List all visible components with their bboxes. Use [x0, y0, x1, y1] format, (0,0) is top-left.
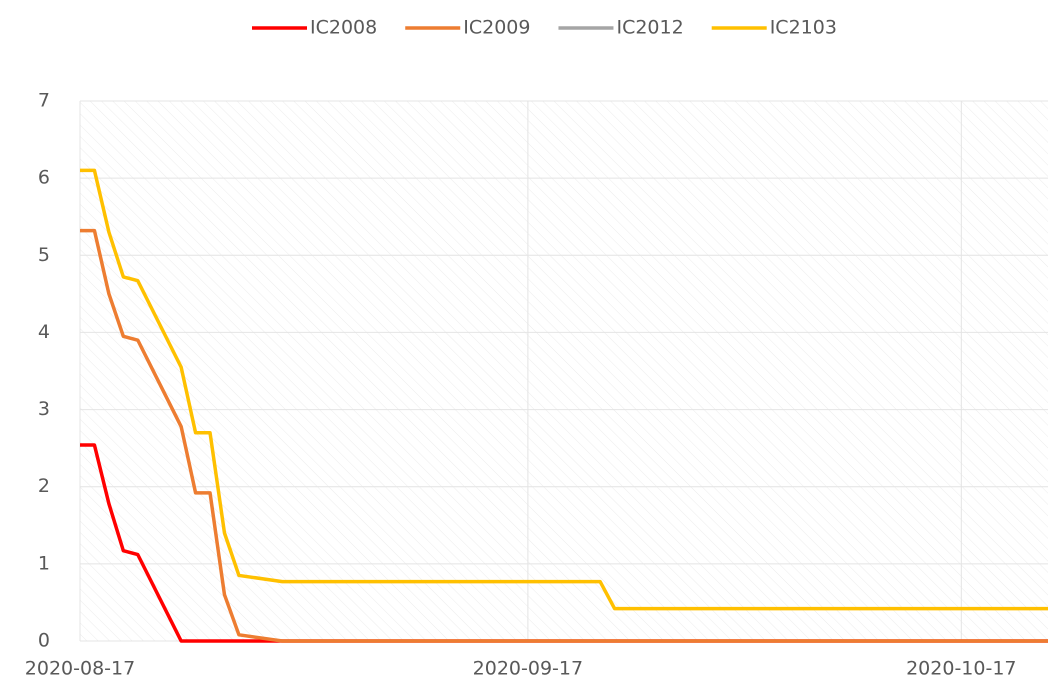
y-tick-label: 1	[38, 552, 50, 574]
x-tick-label: 2020-09-17	[473, 658, 583, 680]
y-tick-label: 0	[38, 630, 50, 652]
y-tick-label: 6	[38, 167, 50, 189]
x-tick-label: 2020-08-17	[25, 658, 135, 680]
legend-label: IC2009	[463, 17, 530, 39]
y-tick-label: 5	[38, 244, 50, 266]
legend-label: IC2012	[616, 17, 683, 39]
legend-label: IC2008	[310, 17, 377, 39]
y-tick-label: 7	[38, 90, 50, 112]
y-tick-label: 4	[38, 321, 50, 343]
y-tick-label: 2	[38, 475, 50, 497]
plot-background	[80, 101, 1048, 641]
series-line	[80, 228, 1048, 643]
legend-label: IC2103	[770, 17, 837, 39]
x-tick-label: 2020-10-17	[906, 658, 1016, 680]
y-tick-label: 3	[38, 398, 50, 420]
series-line	[80, 168, 1048, 611]
